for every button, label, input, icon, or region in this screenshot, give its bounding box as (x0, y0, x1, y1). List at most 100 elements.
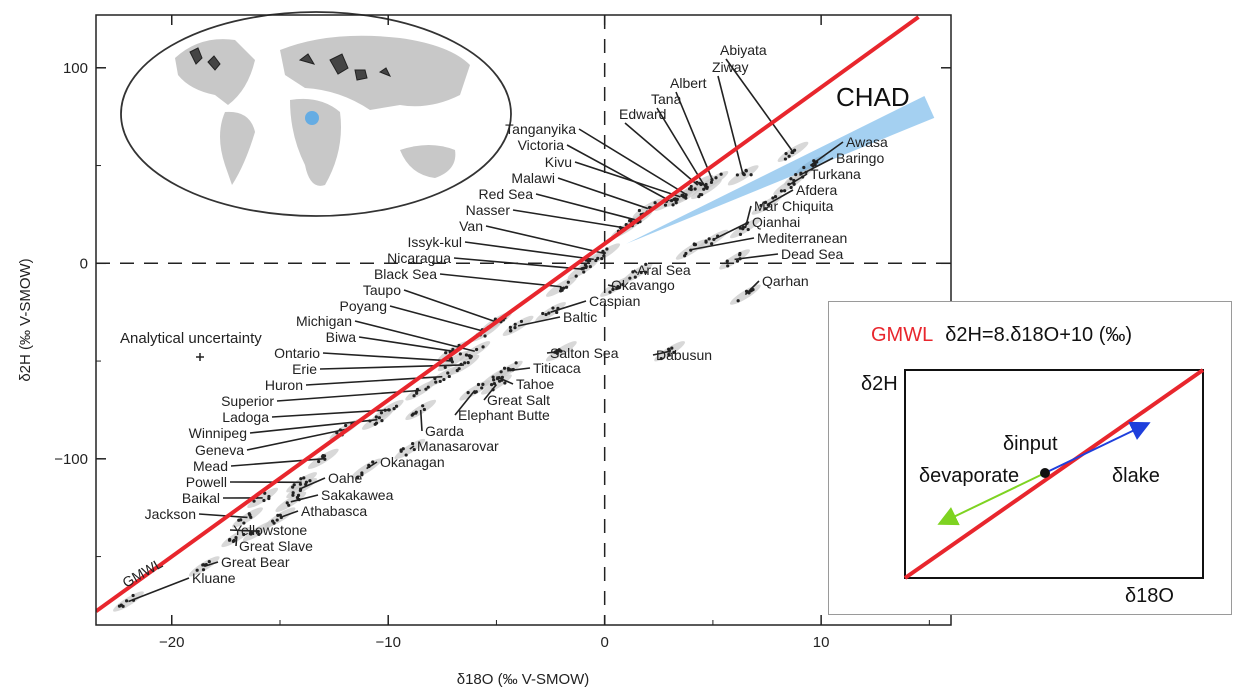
data-point (764, 207, 768, 211)
lake-label: Tahoe (516, 376, 554, 392)
data-point (541, 311, 545, 316)
data-point (555, 310, 559, 315)
data-point (344, 423, 348, 428)
data-point (481, 382, 485, 386)
data-point (291, 491, 295, 495)
leader-line (419, 409, 423, 432)
lake-label: Titicaca (533, 360, 581, 376)
data-point (704, 182, 708, 187)
lake-label: Malawi (511, 170, 555, 186)
data-point (371, 460, 375, 464)
data-point (736, 299, 740, 303)
leader-line (788, 173, 808, 186)
data-point (499, 370, 503, 374)
data-point (446, 371, 450, 375)
map-eurasia (280, 35, 470, 110)
leader-line (496, 375, 514, 385)
lake-label: Huron (265, 377, 303, 393)
data-point (317, 459, 321, 464)
leader-line (403, 289, 497, 323)
data-point (412, 394, 416, 398)
data-point (672, 350, 676, 355)
x-axis-title: δ18O (‰ V-SMOW) (457, 671, 590, 688)
data-point (689, 187, 693, 192)
lake-label: Qarhan (762, 273, 809, 289)
data-point (759, 203, 763, 208)
data-point (483, 334, 487, 338)
data-point (232, 538, 236, 542)
lake-label: Red Sea (479, 186, 534, 202)
data-point (458, 352, 462, 356)
data-point (709, 180, 714, 184)
lake-label: Superior (221, 393, 274, 409)
data-point (700, 193, 704, 197)
data-point (564, 285, 569, 289)
lake-label: Ziway (712, 59, 749, 75)
data-point (611, 287, 615, 292)
lake-label: Dabusun (656, 347, 712, 363)
data-point (117, 604, 122, 608)
lake-label: Edward (619, 106, 666, 122)
data-point (746, 227, 750, 232)
data-point (659, 356, 663, 361)
lake-label: Black Sea (374, 266, 437, 282)
data-point (457, 367, 461, 371)
data-point (763, 200, 768, 204)
lake-label: Caspian (589, 293, 640, 309)
lake-label: Michigan (296, 313, 352, 329)
leader-line (198, 513, 248, 519)
chad-band (626, 95, 935, 244)
lake-label: Great Bear (221, 554, 290, 570)
data-point (594, 258, 598, 263)
data-point (551, 306, 555, 310)
y-axis-title: δ2H (‰ V-SMOW) (17, 258, 34, 381)
lake-label: Winnipeg (189, 425, 247, 441)
data-point (302, 476, 306, 480)
leader-line (439, 273, 562, 288)
data-point (560, 288, 564, 292)
x-tick-label: −20 (159, 634, 184, 651)
data-point (574, 274, 578, 278)
data-point (415, 391, 419, 395)
gmwl-line (96, 15, 920, 613)
data-point (321, 454, 325, 458)
leader-line (809, 141, 844, 167)
data-point (404, 453, 408, 457)
lake-label: Elephant Butte (458, 407, 550, 423)
data-point (291, 485, 295, 489)
leader-line (675, 91, 714, 182)
data-point (443, 365, 447, 369)
data-point (519, 319, 524, 324)
data-point (252, 499, 256, 503)
lake-label: Turkana (810, 166, 861, 182)
lake-label: Issyk-kul (408, 234, 462, 250)
inset-evaporate-label: δevaporate (919, 465, 1019, 487)
map-africa (290, 98, 341, 186)
data-point (399, 448, 403, 452)
lake-label: Tana (651, 91, 682, 107)
lake-label: Baringo (836, 150, 884, 166)
data-point (295, 495, 300, 500)
data-point (802, 165, 806, 170)
gmwl-plot-label: GMWL (120, 555, 166, 591)
data-point (783, 189, 787, 193)
data-point (438, 379, 442, 384)
data-point (783, 157, 788, 161)
gmwl-schematic-inset: GMWL δ2H=8.δ18O+10 (‰) δ2H δ18O δinput δe… (828, 301, 1232, 615)
data-point (492, 382, 497, 386)
data-point (719, 172, 723, 176)
data-point (628, 276, 632, 280)
leader-line (546, 350, 562, 354)
inset-x-axis-label: δ18O (1125, 585, 1174, 607)
inset-gmwl-line (903, 368, 1205, 580)
data-point (544, 312, 548, 317)
data-point (323, 457, 327, 461)
data-point (653, 201, 657, 205)
data-point (667, 353, 671, 357)
inset-plot-box (904, 369, 1204, 579)
lake-label: Great Salt (487, 392, 550, 408)
x-tick-label: 10 (813, 634, 830, 651)
leader-line (691, 237, 755, 251)
inset-evaporate-arrow (937, 472, 1046, 526)
leader-line (574, 161, 681, 198)
